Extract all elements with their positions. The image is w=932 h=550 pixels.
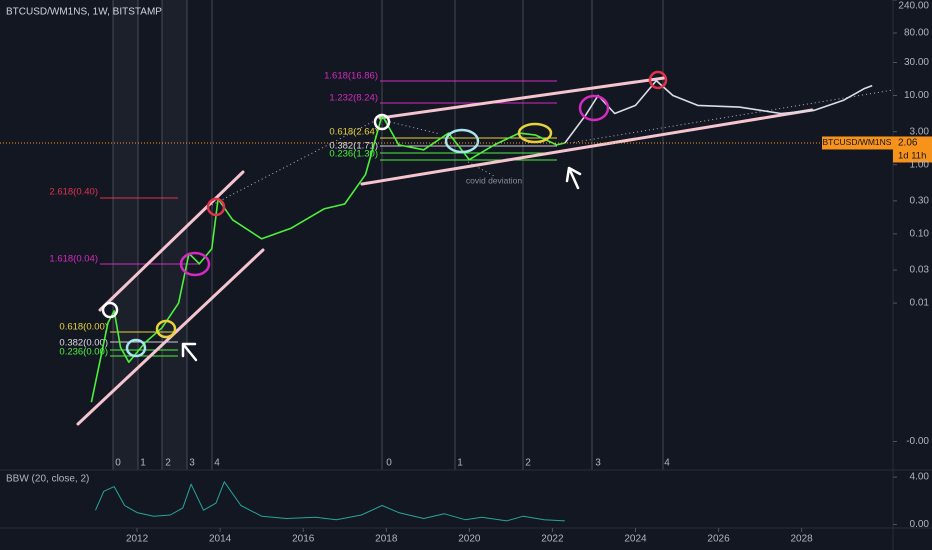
y-tick-label: 0.01 bbox=[910, 298, 930, 309]
fib-label: 0.382(0.00) bbox=[59, 338, 108, 349]
fib-label: 0.236(0.00) bbox=[59, 347, 108, 358]
y-tick-label: 4.00 bbox=[910, 472, 930, 483]
x-tick-label: 2026 bbox=[707, 534, 730, 545]
fib-label: 1.618(16.86) bbox=[324, 71, 378, 82]
dotted-lines bbox=[211, 89, 894, 206]
last-price: 2.06 bbox=[898, 138, 918, 149]
annotation: covid deviation bbox=[466, 175, 523, 185]
cycle-lines bbox=[112, 0, 664, 470]
x-tick-label: 2012 bbox=[126, 534, 149, 545]
y-tick-label: 0.03 bbox=[910, 265, 930, 276]
y-tick-label: -0.00 bbox=[906, 436, 929, 447]
fib-label: 0.382(1.71) bbox=[329, 141, 378, 152]
fib-label: 2.618(0.40) bbox=[49, 187, 98, 198]
cycle-label: 1 bbox=[140, 458, 146, 469]
cycle-label: 4 bbox=[214, 458, 220, 469]
cycle-label: 3 bbox=[595, 458, 601, 469]
y-tick-label: 240.00 bbox=[898, 1, 929, 12]
cycle-label: 1 bbox=[457, 458, 463, 469]
y-tick-label: 3.00 bbox=[910, 126, 930, 137]
cycle-label: 2 bbox=[165, 458, 171, 469]
series-line bbox=[95, 481, 565, 522]
y-tick-label: 0.10 bbox=[910, 229, 930, 240]
indicator-title: BBW (20, close, 2) bbox=[6, 474, 89, 485]
fib-label: 1.232(8.24) bbox=[329, 93, 378, 104]
y-tick-label: 1.00 bbox=[910, 159, 930, 170]
fib-labels: 2.618(0.40) 1.618(0.04) 0.618(0.00) 0.38… bbox=[49, 71, 522, 358]
y-tick-label: 0.30 bbox=[910, 196, 930, 207]
cycle-label: 3 bbox=[189, 458, 195, 469]
series-line bbox=[90, 114, 566, 403]
x-tick-label: 2020 bbox=[458, 534, 481, 545]
y-tick-label: 10.00 bbox=[904, 90, 929, 101]
cycle-labels: 0 1 2 3 4 0 1 2 3 4 bbox=[115, 458, 670, 469]
cycle-label: 4 bbox=[664, 458, 670, 469]
countdown: 1d 11h bbox=[898, 150, 926, 161]
fib-label: 0.236(1.30) bbox=[329, 149, 378, 160]
symbol-label: BTCUSD/WM1NS bbox=[823, 137, 892, 147]
symbol-tag bbox=[822, 136, 893, 150]
fib-label: 0.618(0.00) bbox=[59, 322, 108, 333]
circles bbox=[101, 70, 668, 358]
x-tick-label: 2014 bbox=[209, 534, 232, 545]
price-tag bbox=[893, 136, 932, 163]
chart-title: BTCUSD/WM1NS, 1W, BITSTAMP bbox=[6, 7, 162, 18]
x-tick-label: 2016 bbox=[292, 534, 315, 545]
x-tick-label: 2028 bbox=[790, 534, 813, 545]
y-tick-label: 80.00 bbox=[904, 28, 929, 39]
cycle-label: 0 bbox=[386, 458, 392, 469]
x-tick-label: 2022 bbox=[541, 534, 564, 545]
x-tick-label: 2024 bbox=[624, 534, 647, 545]
x-tick-label: 2018 bbox=[375, 534, 398, 545]
fib-label: 1.618(0.04) bbox=[49, 254, 98, 265]
cycle-label: 0 bbox=[115, 458, 121, 469]
fib-label: 0.618(2.64) bbox=[329, 127, 378, 138]
y-tick-label: 30.00 bbox=[904, 57, 929, 68]
arrows bbox=[181, 166, 582, 362]
cycle-label: 2 bbox=[525, 458, 531, 469]
y-tick-label: 0.00 bbox=[910, 519, 930, 530]
